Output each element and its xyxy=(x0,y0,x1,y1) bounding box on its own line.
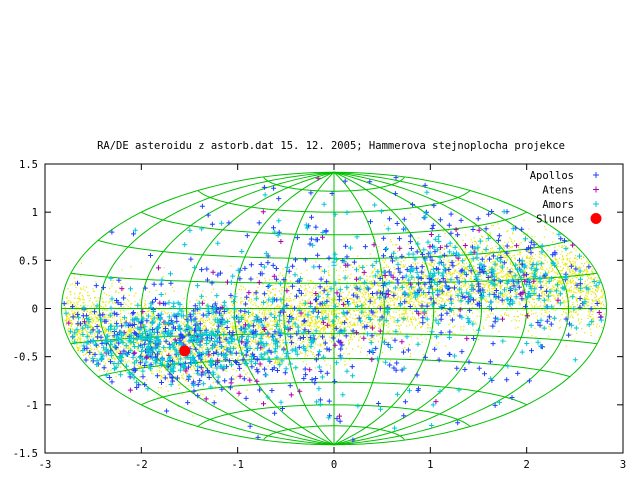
legend-label-apollos: Apollos xyxy=(530,170,574,182)
parallel-line xyxy=(197,190,471,213)
legend: Apollos Atens Amors Slunce xyxy=(530,170,602,226)
series-points xyxy=(61,175,604,443)
parallel-line xyxy=(263,425,405,441)
x-tick-label: 0 xyxy=(331,459,337,471)
axis-ticks: -3 -2 -1 0 1 2 3 -1.5 -1 -0.5 0 0.5 1 1.5 xyxy=(13,159,626,471)
x-tick-label: 3 xyxy=(620,459,626,471)
parallel-line xyxy=(197,404,471,427)
y-tick-label: 1 xyxy=(32,207,38,219)
parallel-line xyxy=(141,381,527,406)
series-amors-points xyxy=(63,189,604,431)
x-tick-label: -1 xyxy=(231,459,244,471)
y-tick-label: -1 xyxy=(25,400,38,412)
parallel-line xyxy=(70,333,598,345)
legend-marker-amors xyxy=(593,201,599,207)
legend-label-atens: Atens xyxy=(542,185,574,197)
parallel-line xyxy=(141,211,527,236)
x-tick-label: 2 xyxy=(524,459,530,471)
x-tick-label: 1 xyxy=(427,459,433,471)
sun-point xyxy=(179,345,191,357)
y-tick-label: 1.5 xyxy=(19,159,38,171)
y-tick-label: -1.5 xyxy=(13,448,38,460)
x-tick-label: -3 xyxy=(39,459,52,471)
x-tick-label: -2 xyxy=(135,459,148,471)
legend-marker-slunce xyxy=(590,213,602,224)
y-tick-label: 0 xyxy=(32,304,38,316)
parallel-line xyxy=(263,176,405,192)
legend-marker-apollos xyxy=(593,172,599,178)
projection-grid xyxy=(61,171,607,446)
y-tick-label: 0.5 xyxy=(19,255,38,267)
legend-label-amors: Amors xyxy=(542,199,574,211)
y-tick-label: -0.5 xyxy=(13,352,38,364)
legend-marker-atens xyxy=(593,186,599,193)
legend-label-slunce: Slunce xyxy=(536,214,574,226)
chart-title: RA/DE asteroidu z astorb.dat 15. 12. 200… xyxy=(97,140,565,152)
